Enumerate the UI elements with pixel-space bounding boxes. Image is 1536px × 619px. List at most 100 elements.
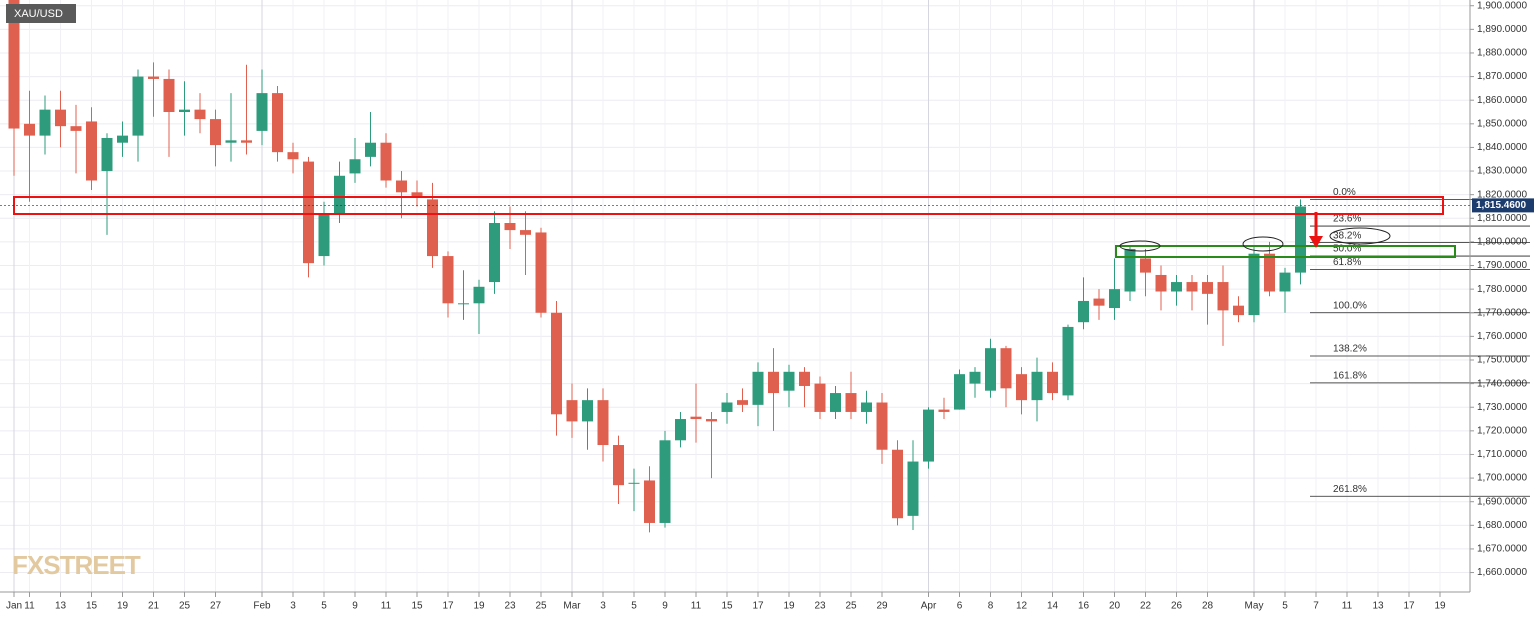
candle-body [582,400,593,422]
fib-label: 261.8% [1333,484,1367,495]
candle-body [1093,298,1105,306]
x-tick-label: 5 [321,601,327,612]
candle-body [876,402,888,450]
x-tick-label: 6 [957,601,963,612]
candle-body [334,175,345,214]
x-tick-label: 11 [1342,601,1353,612]
candle-body [830,393,841,412]
candle-body [597,400,609,446]
candle-body [706,419,717,422]
x-tick-label: 13 [55,601,67,612]
fib-label: 38.2% [1333,230,1361,241]
candle-body [272,93,283,153]
current-price-label: 1,815.4600 [1476,200,1526,211]
candle-body [179,109,190,113]
y-tick-label: 1,760.0000 [1477,331,1527,342]
y-tick-label: 1,670.0000 [1477,544,1527,555]
y-tick-label: 1,750.0000 [1477,355,1527,366]
fib-label: 23.6% [1333,214,1361,225]
candle-body [70,126,82,131]
x-tick-label: 23 [814,601,826,612]
x-tick-label: 3 [290,601,296,612]
candle-body [737,400,748,405]
x-tick-label: 7 [1313,601,1319,612]
x-tick-label: Mar [563,601,581,612]
x-tick-label: Apr [921,601,937,612]
highlight-ellipse [1329,227,1391,245]
candles [8,0,1306,533]
y-tick-label: 1,700.0000 [1477,473,1527,484]
x-tick-label: 17 [752,601,764,612]
y-tick-label: 1,810.0000 [1477,213,1527,224]
candle-body [892,449,903,519]
candle-body [349,159,361,174]
candle-body [644,480,655,523]
x-tick-label: 19 [1434,601,1446,612]
y-tick-label: 1,770.0000 [1477,307,1527,318]
candle-body [504,223,516,231]
x-tick-label: 22 [1140,601,1152,612]
title-box [6,4,76,23]
candle-body [1186,282,1198,292]
candle-body [923,409,934,462]
candle-body [690,416,702,420]
x-tick-label: 15 [721,601,733,612]
y-tick-label: 1,860.0000 [1477,95,1527,106]
candle-body [985,348,996,391]
x-tick-label: 19 [473,601,485,612]
candle-body [969,371,981,384]
y-tick-label: 1,900.0000 [1477,0,1527,11]
x-tick-label: 11 [381,601,392,612]
candle-body [256,93,268,131]
candle-body [551,312,562,415]
y-tick-label: 1,660.0000 [1477,567,1527,578]
candle-body [783,371,795,391]
candle-body [148,76,159,79]
candle-body [241,140,252,143]
candle-body [907,461,919,516]
candle-body [1062,326,1074,396]
candle-body [8,0,20,129]
arrow-head [1309,236,1323,248]
y-tick-label: 1,710.0000 [1477,449,1527,460]
candle-body [117,135,128,143]
x-tick-label: 25 [845,601,857,612]
candle-body [1078,300,1089,323]
y-tick-label: 1,840.0000 [1477,142,1527,153]
y-tick-label: 1,870.0000 [1477,71,1527,82]
candle-body [520,230,531,235]
y-tick-label: 1,780.0000 [1477,284,1527,295]
candle-body [489,223,500,283]
y-tick-label: 1,830.0000 [1477,166,1527,177]
candle-body [1171,282,1182,292]
x-tick-label: 14 [1047,601,1059,612]
candle-body [163,78,175,113]
y-tick-label: 1,730.0000 [1477,402,1527,413]
x-tick-label: 5 [631,601,637,612]
x-tick-label: 11 [24,601,35,612]
candle-body [473,286,485,304]
x-tick-label: 25 [535,601,547,612]
x-tick-label: May [1245,601,1264,612]
x-tick-label: 21 [148,601,160,612]
y-tick-label: 1,880.0000 [1477,48,1527,59]
candle-body [427,199,438,257]
candle-body [613,445,624,486]
candle-body [799,371,810,386]
candle-body [1031,371,1043,401]
candle-body [365,142,376,157]
candle-body [814,383,826,412]
x-tick-label: 27 [210,601,222,612]
x-tick-label: Jan [6,601,22,612]
chart-title: XAU/USD [14,8,63,20]
candle-body [1155,274,1167,292]
highlight-ellipse [1119,240,1161,252]
candle-body [1279,272,1291,292]
candle-body [1000,348,1012,389]
candle-body [675,419,686,441]
candle-body [86,121,97,181]
candle-body [1248,253,1260,316]
candle-body [396,180,407,193]
fib-label: 0.0% [1333,187,1356,198]
x-tick-label: 11 [691,601,702,612]
